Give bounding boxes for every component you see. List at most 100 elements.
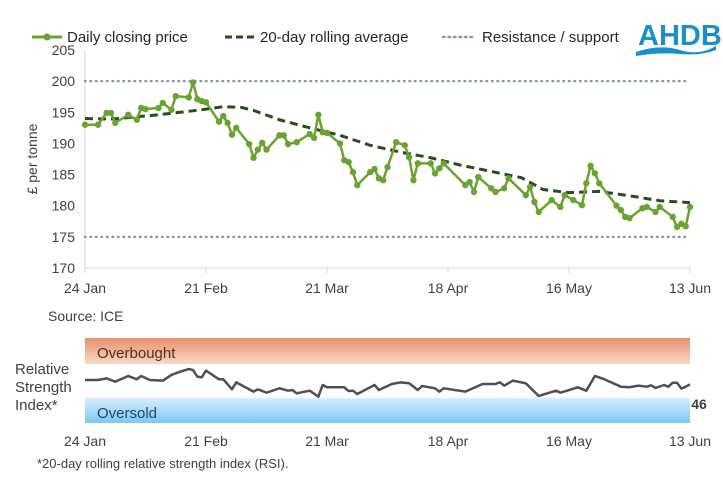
price-point [250,154,257,161]
y-tick-label: 170 [52,260,76,276]
price-point [189,79,197,86]
price-point [280,132,287,139]
price-point [185,94,192,101]
price-point [384,163,391,171]
rsi-x-tick-label: 13 Jun [669,433,711,449]
svg-text:Index*: Index* [15,397,58,414]
svg-text:Strength: Strength [15,379,72,396]
x-tick-label: 16 May [546,280,592,296]
footnote: *20-day rolling relative strength index … [37,456,288,471]
y-tick-label: 175 [52,229,76,245]
svg-text:Relative: Relative [15,361,69,378]
price-point [526,183,534,191]
legend-marker-price [43,33,51,41]
price-point [531,198,538,206]
price-point [427,160,434,167]
price-point [142,105,149,113]
price-point [488,185,495,192]
legend-label-average: 20-day rolling average [260,29,408,46]
price-point [414,160,421,167]
price-point [557,203,564,211]
y-axis-label: £ per tonne [24,123,40,194]
price-point [315,111,322,118]
price-point [682,223,689,230]
x-tick-label: 21 Mar [305,280,349,296]
price-point [626,214,633,222]
price-point [228,131,236,138]
price-point [535,208,542,216]
price-point [354,181,361,189]
price-point [306,130,313,138]
rolling-average-line [84,105,691,205]
price-point [596,180,603,187]
rsi-x-tick-label: 24 Jan [64,433,106,449]
price-point [591,170,599,177]
price-point [125,111,132,118]
price-point [159,99,166,107]
legend: Daily closing price 20-day rolling avera… [32,29,620,46]
price-point [202,99,210,106]
rsi-x-tick-label: 21 Feb [184,433,228,449]
price-point [254,146,262,153]
x-tick-label: 21 Feb [184,280,228,296]
price-point [168,106,175,113]
overbought-label: Overbought [97,345,176,362]
price-point [470,188,478,196]
price-point [475,173,482,181]
price-point [583,180,590,187]
price-point [246,140,253,148]
price-point [440,160,447,167]
price-point [371,165,378,173]
price-point [500,185,508,192]
price-point [617,206,625,214]
price-point [686,203,694,211]
price-point [505,175,512,182]
price-point [522,191,529,199]
rsi-x-tick-label: 21 Mar [305,433,349,449]
x-tick-label: 13 Jun [669,280,711,296]
price-point [284,140,292,148]
rsi-x-tick-label: 16 May [546,433,592,449]
price-point [263,146,270,153]
price-point [561,191,568,199]
source-note: Source: ICE [48,308,123,324]
rsi-line [85,367,691,398]
price-point [548,196,555,204]
y-tick-label: 205 [52,42,76,58]
rsi-layer [85,367,691,398]
rsi-x-tick-label: 18 Apr [428,433,469,449]
price-point [466,178,473,186]
price-point [155,104,162,112]
price-point [215,118,223,125]
y-axis-ticks: 170 175 180 185 190 195 200 205 [52,42,76,276]
oversold-band [85,398,690,423]
y-tick-label: 200 [52,73,76,89]
price-point [392,138,400,146]
price-point [310,134,318,142]
price-point [220,112,227,120]
rsi-axis-label: Relative Strength Index* [15,361,72,414]
x-tick-label: 18 Apr [428,280,469,296]
price-point [345,158,352,166]
price-point [107,109,115,117]
price-point [379,176,387,184]
y-tick-label: 190 [52,135,76,151]
price-point [258,139,266,147]
rsi-last-value: 46 [691,396,707,412]
price-point [436,165,443,172]
price-point [94,121,102,128]
price-point [613,202,620,209]
legend-label-resistance: Resistance / support [482,29,620,46]
price-point [410,176,417,184]
oversold-label: Oversold [97,405,157,422]
logo-wave [636,46,716,56]
price-point [570,196,577,204]
y-tick-label: 185 [52,167,76,183]
x-axis-ticks: 24 Jan 21 Feb 21 Mar 18 Apr 16 May 13 Jun [64,268,711,296]
price-point [112,119,119,127]
price-point [172,92,179,100]
price-point [133,116,141,123]
price-point [336,140,344,147]
series-layer [81,79,694,231]
price-point [656,203,663,211]
